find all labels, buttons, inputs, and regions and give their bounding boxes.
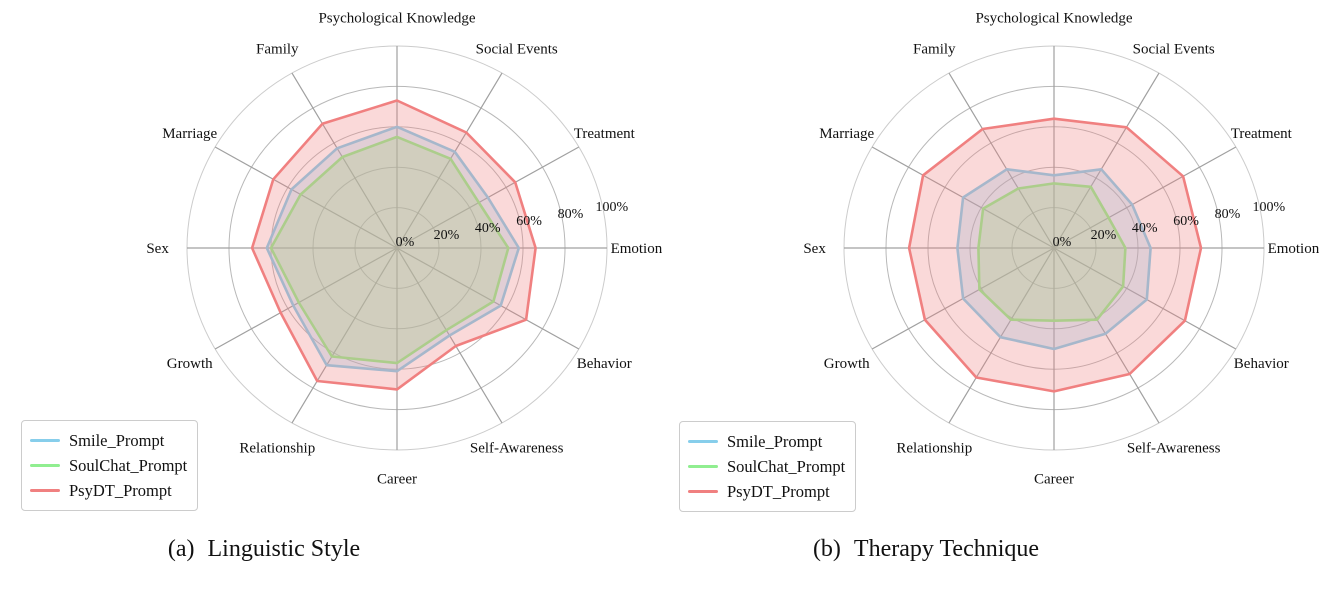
radial-tick-label-80: 80% (1215, 207, 1241, 222)
legend-therapy-technique: Smile_Prompt SoulChat_Prompt PsyDT_Promp… (679, 421, 857, 512)
category-label-behavior: Behavior (577, 356, 632, 372)
radial-tick-label-100: 100% (595, 200, 628, 215)
axis-spoke-relationship (948, 247, 1055, 424)
category-label-behavior: Behavior (1234, 356, 1289, 372)
axis-spoke-social-events (396, 72, 503, 249)
caption-a-index: (a) (167, 536, 195, 562)
legend-item-soulchat-prompt: SoulChat_Prompt (30, 453, 187, 478)
radial-tick-label-60: 60% (1173, 214, 1199, 229)
caption-b: (b) Therapy Technique (756, 536, 1096, 563)
legend-line-smile-prompt (30, 439, 60, 442)
category-label-social-events: Social Events (1133, 42, 1215, 58)
category-label-relationship: Relationship (239, 440, 315, 456)
category-label-relationship: Relationship (896, 440, 972, 456)
legend-label-psydt-prompt: PsyDT_Prompt (69, 481, 172, 501)
series-polygon-psydt-prompt (907, 117, 1203, 393)
category-label-career: Career (377, 471, 417, 487)
category-label-treatment: Treatment (1231, 126, 1293, 142)
legend-linguistic-style: Smile_Prompt SoulChat_Prompt PsyDT_Promp… (21, 420, 199, 511)
legend-item-smile-prompt: Smile_Prompt (688, 429, 845, 454)
radial-tick-label-0: 0% (1053, 235, 1072, 250)
axis-spoke-growth (214, 247, 398, 350)
legend-item-smile-prompt: Smile_Prompt (30, 428, 187, 453)
axis-spoke-social-events (1053, 72, 1160, 249)
category-label-career: Career (1034, 471, 1074, 487)
radial-tick-label-40: 40% (1132, 221, 1158, 236)
category-label-sex: Sex (803, 241, 826, 257)
axis-spoke-behavior (1053, 247, 1237, 350)
category-label-self-awareness: Self-Awareness (470, 440, 564, 456)
series-polygon-smile-prompt (265, 125, 521, 373)
series-polygon-soulchat-prompt (977, 182, 1127, 322)
radial-tick-label-100: 100% (1252, 200, 1285, 215)
axis-spoke-behavior (396, 247, 580, 350)
axis-spoke-self-awareness (1053, 247, 1160, 424)
legend-line-psydt-prompt (30, 489, 60, 492)
category-label-self-awareness: Self-Awareness (1127, 440, 1221, 456)
radial-tick-label-40: 40% (475, 221, 501, 236)
caption-b-index: (b) (812, 536, 841, 562)
category-label-social-events: Social Events (476, 42, 558, 58)
radial-tick-label-60: 60% (516, 214, 542, 229)
axis-spoke-family (291, 72, 398, 249)
category-label-growth: Growth (167, 356, 213, 372)
series-polygon-smile-prompt (956, 168, 1152, 351)
series-polygon-soulchat-prompt (269, 135, 510, 365)
legend-label-smile-prompt: Smile_Prompt (727, 432, 823, 452)
legend-item-soulchat-prompt: SoulChat_Prompt (688, 454, 845, 479)
category-label-family: Family (256, 42, 299, 58)
radial-tick-label-0: 0% (396, 235, 415, 250)
category-label-treatment: Treatment (574, 126, 636, 142)
category-label-emotion: Emotion (1268, 241, 1320, 257)
legend-label-psydt-prompt: PsyDT_Prompt (727, 482, 830, 502)
legend-line-soulchat-prompt (30, 464, 60, 467)
axis-spoke-relationship (291, 247, 398, 424)
legend-label-soulchat-prompt: SoulChat_Prompt (727, 457, 846, 477)
category-label-emotion: Emotion (611, 241, 663, 257)
legend-label-smile-prompt: Smile_Prompt (69, 431, 165, 451)
radial-tick-label-20: 20% (434, 228, 460, 243)
caption-a: (a) Linguistic Style (94, 536, 434, 563)
radar-chart-linguistic-style: 0% 20% 40% 60% 80% 100% Psychological Knowledg… (146, 11, 662, 488)
legend-label-soulchat-prompt: SoulChat_Prompt (69, 456, 188, 476)
radial-tick-label-20: 20% (1091, 228, 1117, 243)
series-polygon-psydt-prompt (250, 99, 537, 391)
category-label-marriage: Marriage (819, 126, 874, 142)
legend-line-smile-prompt (688, 440, 718, 443)
caption-a-title: Linguistic Style (207, 536, 361, 562)
legend-item-psydt-prompt: PsyDT_Prompt (30, 478, 187, 503)
category-label-psychological-knowledge: Psychological Knowledge (318, 11, 475, 27)
axis-spoke-marriage (214, 146, 398, 249)
category-label-growth: Growth (824, 356, 870, 372)
axis-spoke-family (948, 72, 1055, 249)
legend-line-soulchat-prompt (688, 465, 718, 468)
legend-item-psydt-prompt: PsyDT_Prompt (688, 479, 845, 504)
category-label-family: Family (913, 42, 956, 58)
axis-spoke-treatment (1053, 146, 1237, 249)
category-label-marriage: Marriage (162, 126, 217, 142)
legend-line-psydt-prompt (688, 490, 718, 493)
caption-b-title: Therapy Technique (853, 536, 1040, 562)
category-label-sex: Sex (146, 241, 169, 257)
radar-chart-therapy-technique: 0% 20% 40% 60% 80% 100% Psychological Knowledg… (803, 11, 1319, 488)
category-label-psychological-knowledge: Psychological Knowledge (975, 11, 1132, 27)
radial-tick-label-80: 80% (558, 207, 584, 222)
